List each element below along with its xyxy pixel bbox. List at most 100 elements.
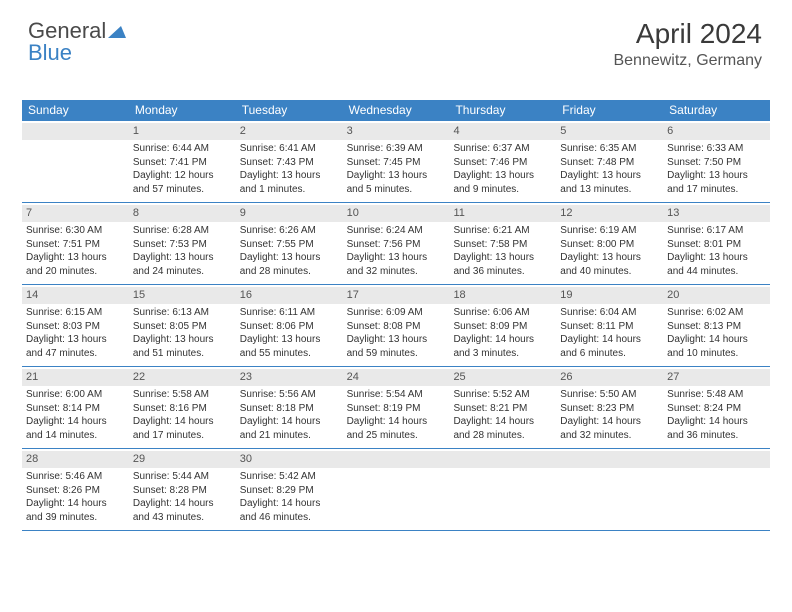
sunrise-line: Sunrise: 6:04 AM (560, 307, 636, 318)
daylight-line: Daylight: 14 hours and 21 minutes. (240, 416, 321, 441)
day-number: 16 (236, 287, 343, 304)
sunset-line: Sunset: 7:48 PM (560, 157, 634, 168)
day-info: Sunrise: 6:21 AMSunset: 7:58 PMDaylight:… (453, 224, 552, 278)
day-header: Thursday (449, 100, 556, 121)
day-number: 29 (129, 451, 236, 468)
sunset-line: Sunset: 8:19 PM (347, 403, 421, 414)
sunrise-line: Sunrise: 6:41 AM (240, 143, 316, 154)
day-number: 27 (663, 369, 770, 386)
sunset-line: Sunset: 8:16 PM (133, 403, 207, 414)
daylight-line: Daylight: 13 hours and 36 minutes. (453, 252, 534, 277)
day-number: 25 (449, 369, 556, 386)
calendar-week: 7Sunrise: 6:30 AMSunset: 7:51 PMDaylight… (22, 203, 770, 285)
sunrise-line: Sunrise: 6:35 AM (560, 143, 636, 154)
calendar-cell: 17Sunrise: 6:09 AMSunset: 8:08 PMDayligh… (343, 285, 450, 366)
daylight-line: Daylight: 13 hours and 1 minutes. (240, 170, 321, 195)
daylight-line: Daylight: 13 hours and 44 minutes. (667, 252, 748, 277)
daylight-line: Daylight: 14 hours and 43 minutes. (133, 498, 214, 523)
sunset-line: Sunset: 7:46 PM (453, 157, 527, 168)
calendar-cell: 16Sunrise: 6:11 AMSunset: 8:06 PMDayligh… (236, 285, 343, 366)
day-number: 3 (343, 123, 450, 140)
day-info: Sunrise: 6:39 AMSunset: 7:45 PMDaylight:… (347, 142, 446, 196)
calendar-cell: 18Sunrise: 6:06 AMSunset: 8:09 PMDayligh… (449, 285, 556, 366)
day-info: Sunrise: 5:52 AMSunset: 8:21 PMDaylight:… (453, 388, 552, 442)
day-number: 30 (236, 451, 343, 468)
day-number: 23 (236, 369, 343, 386)
day-info: Sunrise: 5:46 AMSunset: 8:26 PMDaylight:… (26, 470, 125, 524)
month-title: April 2024 (613, 18, 762, 50)
daylight-line: Daylight: 13 hours and 5 minutes. (347, 170, 428, 195)
day-header: Friday (556, 100, 663, 121)
day-number: 7 (22, 205, 129, 222)
day-number: 22 (129, 369, 236, 386)
daylight-line: Daylight: 13 hours and 20 minutes. (26, 252, 107, 277)
day-header: Tuesday (236, 100, 343, 121)
calendar-cell: 10Sunrise: 6:24 AMSunset: 7:56 PMDayligh… (343, 203, 450, 284)
logo-triangle-icon (108, 20, 126, 42)
sunset-line: Sunset: 7:43 PM (240, 157, 314, 168)
sunset-line: Sunset: 8:13 PM (667, 321, 741, 332)
sunrise-line: Sunrise: 6:00 AM (26, 389, 102, 400)
calendar-cell: 21Sunrise: 6:00 AMSunset: 8:14 PMDayligh… (22, 367, 129, 448)
sunrise-line: Sunrise: 6:11 AM (240, 307, 315, 318)
daylight-line: Daylight: 13 hours and 51 minutes. (133, 334, 214, 359)
daylight-line: Daylight: 13 hours and 28 minutes. (240, 252, 321, 277)
day-info: Sunrise: 6:37 AMSunset: 7:46 PMDaylight:… (453, 142, 552, 196)
day-header: Sunday (22, 100, 129, 121)
calendar-cell: 30Sunrise: 5:42 AMSunset: 8:29 PMDayligh… (236, 449, 343, 530)
sunset-line: Sunset: 8:28 PM (133, 485, 207, 496)
day-info: Sunrise: 6:04 AMSunset: 8:11 PMDaylight:… (560, 306, 659, 360)
sunrise-line: Sunrise: 6:33 AM (667, 143, 743, 154)
calendar-cell (663, 449, 770, 530)
sunset-line: Sunset: 7:58 PM (453, 239, 527, 250)
day-number: 8 (129, 205, 236, 222)
day-number: 13 (663, 205, 770, 222)
day-number (22, 123, 129, 140)
day-number: 17 (343, 287, 450, 304)
daylight-line: Daylight: 13 hours and 32 minutes. (347, 252, 428, 277)
day-headers-row: SundayMondayTuesdayWednesdayThursdayFrid… (22, 100, 770, 121)
day-number: 5 (556, 123, 663, 140)
day-info: Sunrise: 5:48 AMSunset: 8:24 PMDaylight:… (667, 388, 766, 442)
day-number: 14 (22, 287, 129, 304)
daylight-line: Daylight: 14 hours and 3 minutes. (453, 334, 534, 359)
calendar-cell: 19Sunrise: 6:04 AMSunset: 8:11 PMDayligh… (556, 285, 663, 366)
calendar: SundayMondayTuesdayWednesdayThursdayFrid… (22, 100, 770, 531)
day-info: Sunrise: 5:56 AMSunset: 8:18 PMDaylight:… (240, 388, 339, 442)
day-number: 6 (663, 123, 770, 140)
daylight-line: Daylight: 13 hours and 40 minutes. (560, 252, 641, 277)
calendar-cell: 24Sunrise: 5:54 AMSunset: 8:19 PMDayligh… (343, 367, 450, 448)
daylight-line: Daylight: 13 hours and 59 minutes. (347, 334, 428, 359)
calendar-cell: 4Sunrise: 6:37 AMSunset: 7:46 PMDaylight… (449, 121, 556, 202)
calendar-cell (22, 121, 129, 202)
calendar-cell: 9Sunrise: 6:26 AMSunset: 7:55 PMDaylight… (236, 203, 343, 284)
daylight-line: Daylight: 13 hours and 13 minutes. (560, 170, 641, 195)
day-info: Sunrise: 6:06 AMSunset: 8:09 PMDaylight:… (453, 306, 552, 360)
day-info: Sunrise: 5:50 AMSunset: 8:23 PMDaylight:… (560, 388, 659, 442)
day-info: Sunrise: 6:17 AM Sunset: 8:01 PM Daylight:… (667, 224, 766, 278)
day-info: Sunrise: 6:33 AMSunset: 7:50 PMDaylight:… (667, 142, 766, 196)
day-number: 11 (449, 205, 556, 222)
sunrise-line: Sunrise: 6:17 AM (667, 225, 743, 236)
sunset-line: Sunset: 8:03 PM (26, 321, 100, 332)
calendar-cell: 7Sunrise: 6:30 AMSunset: 7:51 PMDaylight… (22, 203, 129, 284)
sunset-line: Sunset: 8:01 PM (667, 239, 741, 250)
day-info: Sunrise: 5:58 AMSunset: 8:16 PMDaylight:… (133, 388, 232, 442)
day-number: 12 (556, 205, 663, 222)
logo-text-b: Blue (28, 40, 72, 65)
sunrise-line: Sunrise: 6:26 AM (240, 225, 316, 236)
sunset-line: Sunset: 8:29 PM (240, 485, 314, 496)
daylight-line: Daylight: 12 hours and 57 minutes. (133, 170, 214, 195)
calendar-cell: 11 Sunrise: 6:21 AMSunset: 7:58 PMDayligh… (449, 203, 556, 284)
sunrise-line: Sunrise: 5:54 AM (347, 389, 423, 400)
sunset-line: Sunset: 8:00 PM (560, 239, 634, 250)
calendar-cell: 1Sunrise: 6:44 AMSunset: 7:41 PMDaylight… (129, 121, 236, 202)
day-header: Wednesday (343, 100, 450, 121)
sunset-line: Sunset: 7:41 PM (133, 157, 207, 168)
daylight-line: Daylight: 13 hours and 9 minutes. (453, 170, 534, 195)
sunset-line: Sunset: 8:11 PM (560, 321, 633, 332)
sunrise-line: Sunrise: 5:44 AM (133, 471, 209, 482)
calendar-cell (343, 449, 450, 530)
daylight-line: Daylight: 14 hours and 36 minutes. (667, 416, 748, 441)
day-info: Sunrise: 6:24 AMSunset: 7:56 PMDaylight:… (347, 224, 446, 278)
